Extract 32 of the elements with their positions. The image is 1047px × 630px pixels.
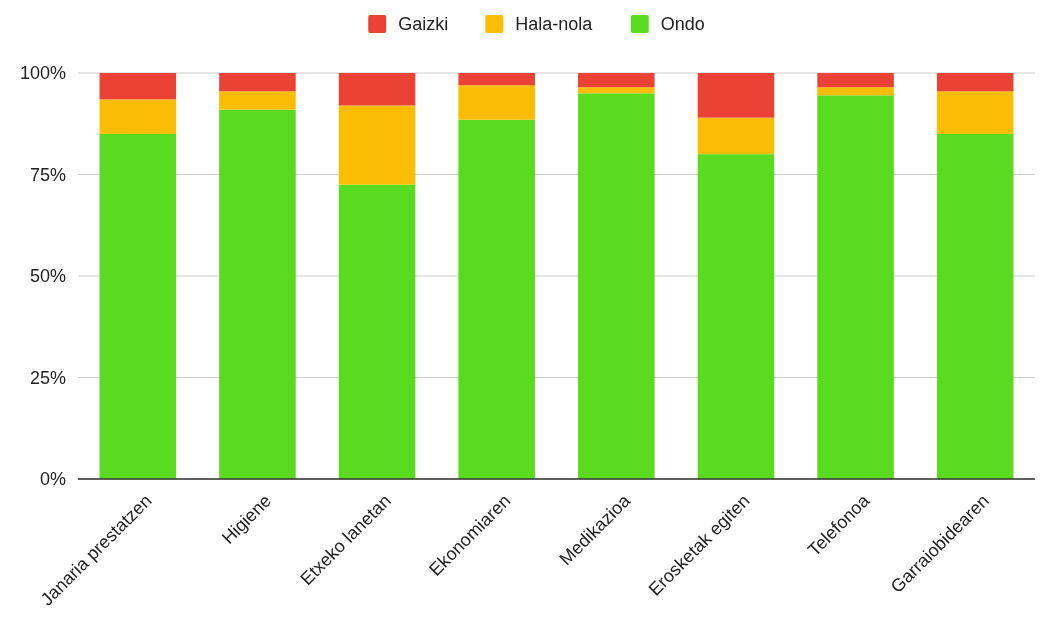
y-tick-label: 0% [39,469,66,490]
legend-label: Hala-nola [515,14,594,35]
legend-label: Ondo [660,14,705,35]
bar [578,87,655,94]
bar [338,184,416,479]
bar [99,73,177,100]
legend-label: Gaizki [398,14,449,35]
bar [817,73,894,88]
y-tick-label: 100% [19,63,66,84]
bar [458,73,535,86]
bar [578,93,655,479]
bar [338,73,416,106]
bar [817,95,894,479]
bar [936,91,1014,134]
bar [578,73,655,88]
bar [99,133,177,479]
bar [219,109,296,479]
bar [338,105,416,185]
bar [458,119,535,479]
bar [936,73,1014,92]
bar [817,87,894,96]
bar [936,133,1014,479]
y-tick-label: 50% [29,266,66,287]
bar [697,73,775,118]
bar [697,154,775,479]
bar [458,85,535,120]
bar [219,73,296,92]
bar [697,117,775,155]
bar [99,99,177,134]
y-tick-label: 25% [29,367,66,388]
y-tick-label: 75% [29,164,66,185]
bar [219,91,296,110]
